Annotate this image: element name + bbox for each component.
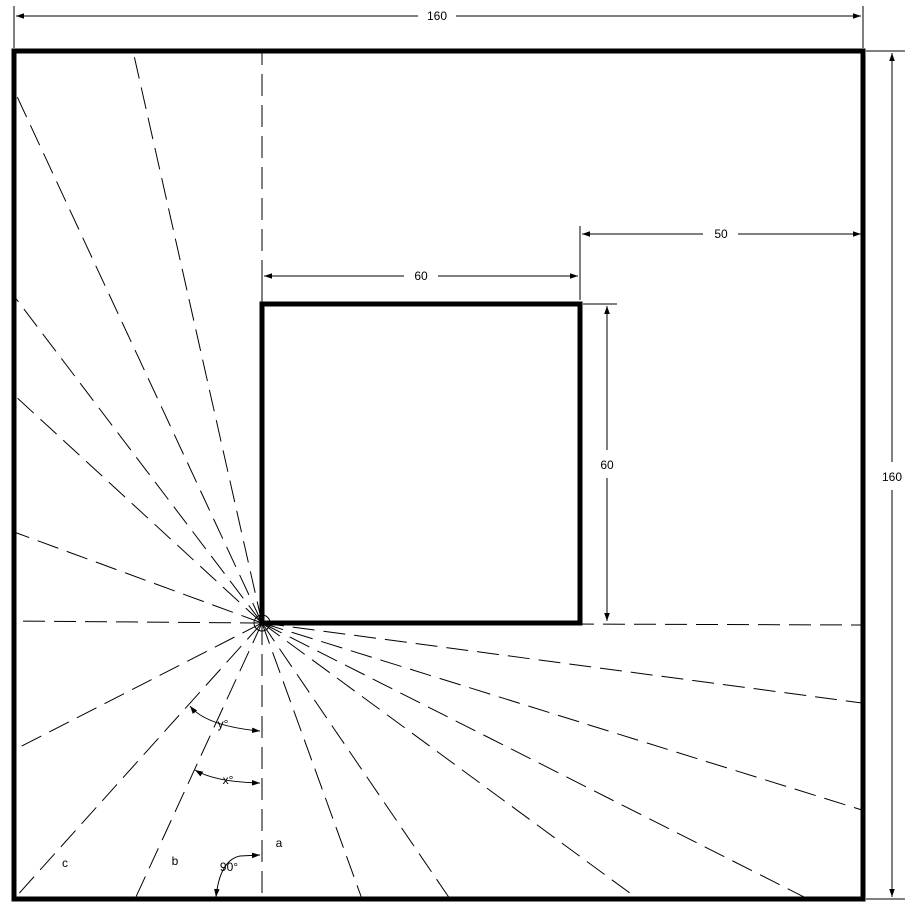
dashed-ray — [132, 50, 263, 624]
dimension-inner-width-60: 60 — [261, 226, 581, 300]
dashed-ray — [13, 531, 263, 624]
dashed-ray — [261, 622, 639, 900]
dashed-ray — [13, 89, 263, 624]
dimension-inner-height-60: 60 — [583, 303, 617, 621]
dimension-label-inner-width: 60 — [414, 269, 428, 283]
dashed-ray — [13, 622, 263, 900]
angle-x: x° — [194, 769, 261, 787]
origin-circle — [253, 614, 271, 632]
dimension-top-160: 160 — [13, 6, 864, 48]
angle-label-90: 90° — [220, 860, 238, 874]
dimension-label-outer-width: 160 — [427, 9, 447, 23]
dimension-label-inner-height: 60 — [600, 458, 614, 472]
ray-label-c: c — [62, 856, 68, 870]
dashed-ray — [13, 622, 263, 751]
dashed-rays — [13, 50, 865, 900]
dashed-ray — [261, 622, 363, 900]
dashed-ray — [13, 620, 263, 624]
dashed-ray — [261, 622, 863, 811]
dashed-ray — [134, 622, 263, 900]
angle-label-x: x° — [223, 773, 234, 787]
dimension-label-outer-height: 160 — [882, 470, 902, 484]
inner-square — [259, 301, 583, 626]
outer-square — [11, 48, 866, 902]
dashed-ray — [13, 394, 263, 624]
angle-y: y° — [189, 705, 261, 734]
ray-label-b: b — [172, 854, 179, 868]
dimension-right-160: 160 — [866, 50, 905, 900]
dimension-gap-50: 50 — [582, 227, 861, 241]
dashed-ray — [261, 622, 451, 900]
angle-label-y: y° — [218, 717, 229, 731]
ray-label-a: a — [276, 836, 283, 850]
angle-90: 90° — [214, 852, 261, 898]
dashed-ray — [261, 622, 809, 900]
dashed-ray — [261, 622, 863, 704]
dimension-label-right-gap: 50 — [714, 227, 728, 241]
dashed-ray — [13, 295, 263, 624]
